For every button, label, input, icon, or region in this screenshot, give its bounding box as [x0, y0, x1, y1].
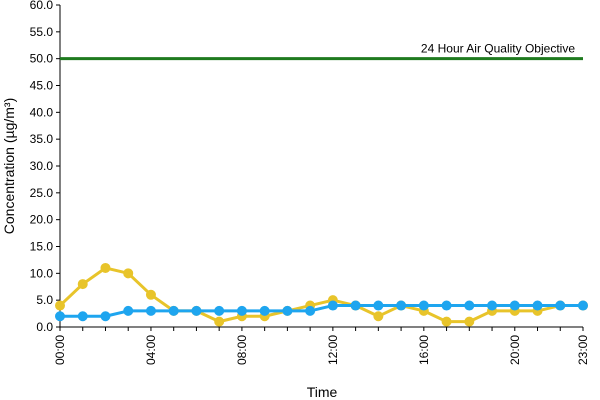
data-point [168, 305, 179, 316]
data-point [305, 305, 316, 316]
data-point [555, 300, 566, 311]
y-tick-label: 55.0 [30, 25, 54, 39]
x-tick-label: 20:00 [508, 335, 522, 365]
data-point [123, 268, 134, 279]
y-axis: 0.0 5.0 10.0 15.0 20.0 25.0 30.0 35.0 40.0 45.0 50… [30, 0, 61, 334]
series-2 [55, 262, 588, 327]
reference-line-group: 24 Hour Air Quality Objective [60, 42, 583, 61]
data-point [509, 300, 520, 311]
data-point [236, 305, 247, 316]
data-point [100, 262, 111, 273]
y-tick-label: 10.0 [30, 266, 54, 280]
x-axis: 00:00 04:00 08:00 12:00 16:00 20:00 23:00 [53, 326, 590, 365]
x-tick-label: 00:00 [53, 335, 67, 365]
y-tick-label: 40.0 [30, 105, 54, 119]
data-point [327, 300, 338, 311]
data-point [441, 300, 452, 311]
y-tick-label: 20.0 [30, 213, 54, 227]
data-point [191, 305, 202, 316]
data-point [55, 311, 65, 322]
data-point [350, 300, 361, 311]
y-tick-label: 30.0 [30, 159, 54, 173]
data-point [214, 316, 225, 327]
x-tick-label: 23:00 [576, 335, 590, 365]
data-point [259, 305, 270, 316]
y-tick-label: 50.0 [30, 52, 54, 66]
data-point [464, 300, 475, 311]
y-tick-label: 5.0 [36, 293, 53, 307]
y-axis-title: Concentration (µg/m³) [1, 98, 17, 234]
y-tick-label: 25.0 [30, 186, 54, 200]
series-1 [55, 300, 588, 322]
data-point [487, 300, 498, 311]
y-tick-label: 15.0 [30, 240, 54, 254]
data-point [214, 305, 225, 316]
data-point [373, 311, 384, 322]
data-point [77, 279, 88, 290]
y-tick-label: 45.0 [30, 79, 54, 93]
x-axis-title: Time [307, 384, 338, 400]
data-point [100, 311, 111, 322]
data-point [282, 305, 293, 316]
series-group [55, 262, 588, 327]
data-point [55, 300, 65, 311]
reference-line-label: 24 Hour Air Quality Objective [421, 42, 575, 56]
x-tick-label: 04:00 [144, 335, 158, 365]
series-line [58, 266, 583, 324]
data-point [145, 289, 156, 300]
data-point [145, 305, 156, 316]
data-point [373, 300, 384, 311]
x-tick-label: 08:00 [235, 335, 249, 365]
data-point [441, 316, 452, 327]
y-tick-label: 35.0 [30, 132, 54, 146]
x-tick-label: 16:00 [417, 335, 431, 365]
data-point [578, 300, 588, 311]
data-point [123, 305, 134, 316]
data-point [418, 300, 429, 311]
x-tick-label: 12:00 [326, 335, 340, 365]
data-point [464, 316, 475, 327]
data-point [532, 300, 543, 311]
y-tick-label: 0.0 [36, 320, 53, 334]
data-point [396, 300, 407, 311]
y-tick-label: 60.0 [30, 0, 54, 12]
data-point [77, 311, 88, 322]
